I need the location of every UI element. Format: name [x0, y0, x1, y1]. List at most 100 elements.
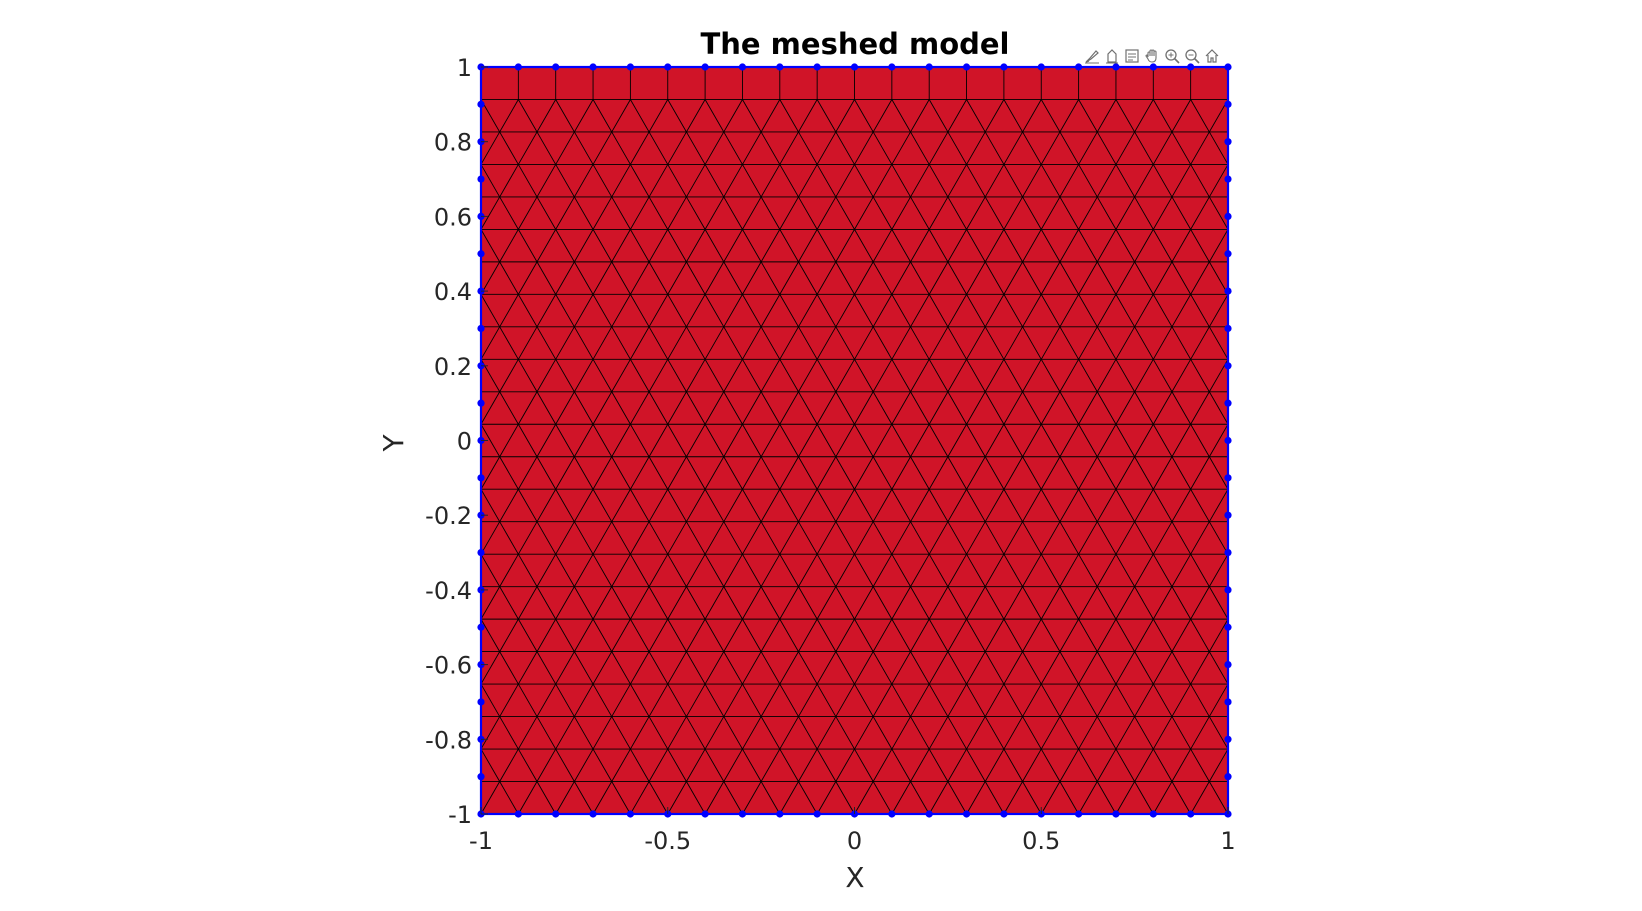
mesh-edge: [1040, 488, 1061, 522]
boundary-node: [1224, 773, 1232, 781]
mesh-edge: [966, 618, 986, 652]
mesh-edge: [1115, 359, 1136, 393]
mesh-edge: [573, 521, 594, 555]
mesh-edge: [555, 456, 575, 490]
mesh-edge: [1115, 99, 1136, 133]
mesh-edge: [1003, 586, 1023, 620]
mesh-edge: [667, 586, 687, 620]
mesh-edge: [499, 618, 519, 652]
mesh-edge: [1190, 586, 1210, 620]
mesh-edge: [1059, 391, 1079, 425]
mesh-edge: [760, 99, 781, 133]
mesh-edge: [555, 261, 575, 295]
mesh-edge: [1096, 553, 1117, 587]
mesh-edge: [1134, 748, 1154, 782]
mesh-edge: [723, 456, 743, 490]
mesh-edge: [928, 618, 949, 652]
mesh-edge: [517, 586, 538, 620]
mesh-edge: [1152, 521, 1173, 555]
mesh-edge: [648, 781, 669, 815]
mesh-edge: [1059, 359, 1079, 393]
mesh-edge: [611, 131, 631, 165]
mesh-edge: [1115, 553, 1136, 587]
mesh-edge: [480, 164, 501, 198]
home-button[interactable]: [1202, 46, 1221, 66]
brush-button[interactable]: [1082, 46, 1101, 66]
mesh-edge: [704, 326, 725, 360]
mesh-edge: [872, 229, 893, 263]
mesh-edge: [723, 261, 743, 295]
mesh-edge: [779, 553, 799, 587]
mesh-edge: [517, 651, 538, 685]
mesh-edge: [1152, 683, 1173, 717]
mesh-edge: [1096, 261, 1117, 295]
mesh-edge: [723, 683, 743, 717]
mesh-edge: [928, 781, 949, 815]
mesh-edge: [611, 294, 631, 328]
legend-button[interactable]: [1122, 46, 1141, 66]
y-tick-label: -0.8: [425, 726, 472, 754]
mesh-edge: [517, 164, 538, 198]
mesh-edge: [966, 716, 986, 750]
mesh-edge: [723, 326, 743, 360]
mesh-edge: [760, 683, 781, 717]
mesh-edge: [1152, 261, 1173, 295]
mesh-edge: [1040, 261, 1061, 295]
mesh-edge: [648, 716, 669, 750]
mesh-edge: [984, 651, 1005, 685]
zoom-in-button[interactable]: [1162, 46, 1181, 66]
mesh-edge: [742, 391, 762, 425]
mesh-edge: [611, 748, 631, 782]
mesh-edge: [1059, 326, 1079, 360]
mesh-edge: [611, 683, 631, 717]
mesh-edge: [742, 586, 762, 620]
mesh-edge: [1078, 553, 1098, 587]
mesh-edge: [592, 229, 613, 263]
mesh-edge: [1096, 521, 1117, 555]
mesh-edge: [910, 618, 930, 652]
mesh-edge: [517, 781, 538, 815]
mesh-edge: [1152, 359, 1173, 393]
boundary-node: [1075, 63, 1083, 71]
mesh-edge: [723, 391, 743, 425]
mesh-edge: [966, 424, 986, 457]
mesh-edge: [1022, 716, 1042, 750]
mesh-edge: [536, 261, 557, 295]
datatip-button[interactable]: [1102, 46, 1121, 66]
boundary-node: [1224, 623, 1232, 631]
mesh-edge: [742, 456, 762, 490]
mesh-edge: [760, 716, 781, 750]
mesh-edge: [1022, 683, 1042, 717]
mesh-edge: [947, 488, 967, 522]
mesh-edge: [1059, 99, 1079, 133]
mesh-edge: [1134, 359, 1154, 393]
mesh-edge: [891, 99, 911, 133]
mesh-edge: [1190, 326, 1210, 360]
boundary-node: [1224, 100, 1232, 108]
mesh-edge: [1152, 196, 1173, 230]
plot-area[interactable]: [477, 63, 1232, 818]
pan-button[interactable]: [1142, 46, 1161, 66]
mesh-edge: [592, 424, 613, 457]
mesh-edge: [760, 586, 781, 620]
zoom-out-button[interactable]: [1182, 46, 1201, 66]
mesh-edge: [760, 456, 781, 490]
mesh-edge: [835, 424, 855, 457]
mesh-edge: [1208, 261, 1229, 295]
mesh-edge: [966, 359, 986, 393]
mesh-edge: [872, 521, 893, 555]
mesh-edge: [854, 456, 874, 490]
mesh-edge: [1152, 229, 1173, 263]
mesh-edge: [1003, 488, 1023, 522]
mesh-edge: [1134, 488, 1154, 522]
mesh-edge: [891, 716, 911, 750]
mesh-edge: [872, 391, 893, 425]
mesh-edge: [555, 164, 575, 198]
boundary-node: [477, 324, 485, 333]
mesh-edge: [517, 683, 538, 717]
mesh-edge: [723, 488, 743, 522]
mesh-edge: [891, 359, 911, 393]
mesh-edge: [630, 521, 650, 555]
boundary-node: [1224, 661, 1232, 669]
mesh-edge: [798, 553, 818, 587]
